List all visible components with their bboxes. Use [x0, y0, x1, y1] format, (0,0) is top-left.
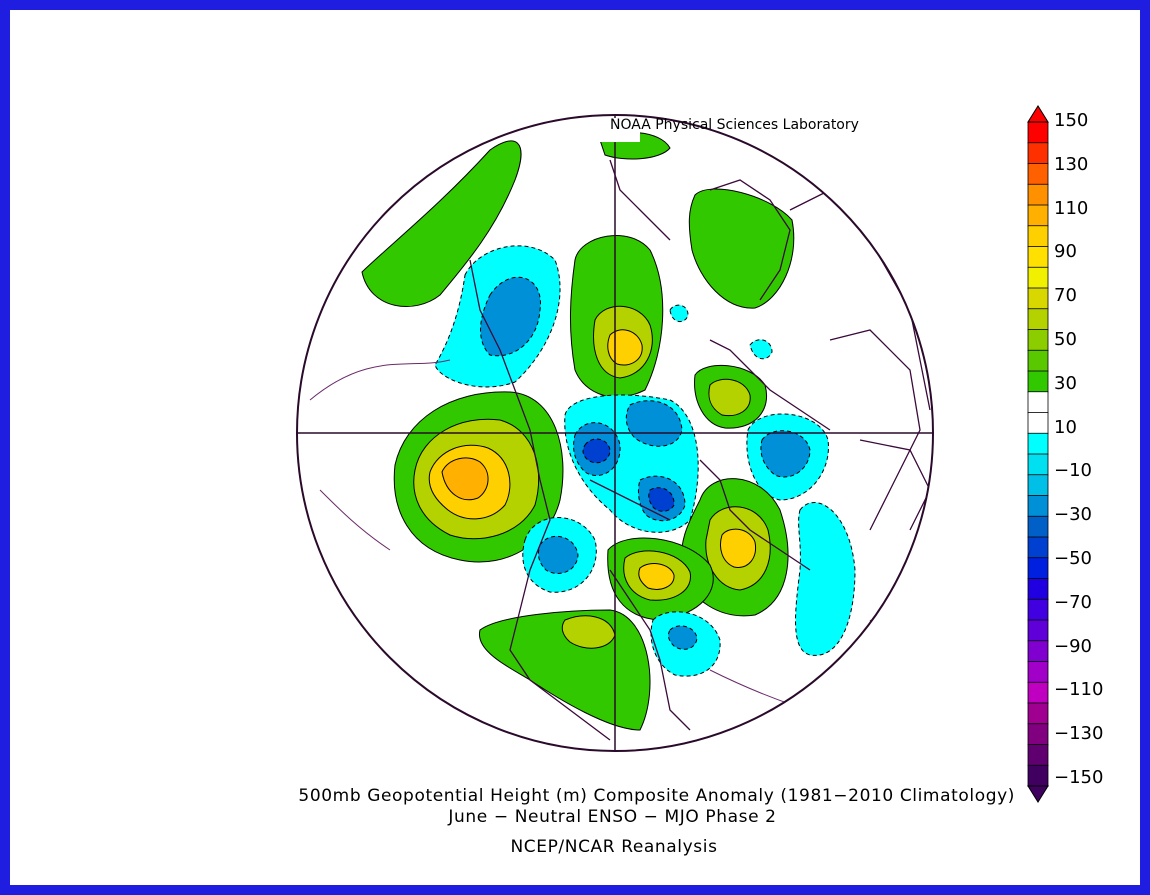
colorbar-swatch	[1027, 702, 1049, 725]
colorbar-arrow-top	[1027, 105, 1049, 123]
colorbar-swatch	[1027, 619, 1049, 642]
colorbar-swatch	[1027, 661, 1049, 684]
colorbar-arrow-bottom	[1027, 785, 1049, 803]
map-title: 500mb Geopotential Height (m) Composite …	[298, 786, 1015, 806]
colorbar-swatch	[1027, 287, 1049, 310]
colorbar-swatch	[1027, 453, 1049, 476]
colorbar-label: 130	[1054, 153, 1089, 175]
colorbar-label: −150	[1054, 767, 1104, 788]
colorbar-swatch	[1027, 744, 1049, 767]
map-subtitle: June − Neutral ENSO − MJO Phase 2	[448, 807, 777, 827]
colorbar-label: −10	[1054, 460, 1092, 482]
colorbar-swatch	[1027, 681, 1049, 704]
colorbar-label: −70	[1054, 591, 1092, 613]
colorbar-swatch	[1027, 329, 1049, 352]
colorbar-swatch	[1027, 163, 1049, 186]
colorbar-swatch	[1027, 495, 1049, 518]
colorbar-swatch	[1027, 723, 1049, 746]
colorbar-label: 150	[1054, 110, 1089, 131]
colorbar-label: −90	[1054, 635, 1092, 657]
colorbar-label: −50	[1054, 548, 1092, 569]
colorbar-label: −130	[1054, 723, 1104, 745]
colorbar-label: 50	[1054, 329, 1077, 350]
colorbar-swatch	[1027, 121, 1049, 144]
colorbar-swatch	[1027, 183, 1049, 206]
colorbar-label: 70	[1054, 285, 1077, 307]
colorbar-label: 10	[1054, 416, 1077, 438]
colorbar-label: 90	[1054, 241, 1077, 263]
positive-anomaly-nw	[361, 140, 522, 308]
colorbar-label: 30	[1054, 372, 1077, 394]
positive-anomaly-greenland	[688, 188, 795, 309]
colorbar-swatch	[1027, 412, 1049, 435]
map-source: NCEP/NCAR Reanalysis	[510, 837, 718, 857]
colorbar-swatch	[1027, 225, 1049, 248]
colorbar-label: −110	[1054, 679, 1104, 701]
anomaly-field	[297, 115, 933, 751]
colorbar-swatch	[1027, 536, 1049, 559]
colorbar-swatch	[1027, 266, 1049, 289]
colorbar-swatch	[1027, 308, 1049, 331]
credit-label: NOAA Physical Sciences Laboratory	[610, 117, 859, 133]
colorbar-swatch	[1027, 246, 1049, 269]
colorbar-swatch	[1027, 204, 1049, 227]
negative-core-alaska	[480, 276, 541, 357]
colorbar	[1027, 105, 1049, 803]
map-boundary	[296, 114, 934, 752]
colorbar-swatch	[1027, 370, 1049, 393]
colorbar-label: −30	[1054, 504, 1092, 526]
colorbar-swatch	[1027, 578, 1049, 601]
colorbar-swatch	[1027, 598, 1049, 621]
colorbar-swatch	[1027, 349, 1049, 372]
map-frame: NOAA Physical Sciences Laboratory 500mb …	[10, 10, 1140, 885]
polar-map	[296, 105, 1049, 803]
colorbar-swatch	[1027, 557, 1049, 580]
colorbar-swatch	[1027, 764, 1049, 787]
colorbar-label: 110	[1054, 197, 1089, 219]
colorbar-swatch	[1027, 142, 1049, 165]
colorbar-swatch	[1027, 474, 1049, 497]
colorbar-swatch	[1027, 640, 1049, 663]
colorbar-swatch	[1027, 432, 1049, 455]
colorbar-swatch	[1027, 391, 1049, 414]
colorbar-swatch	[1027, 515, 1049, 538]
